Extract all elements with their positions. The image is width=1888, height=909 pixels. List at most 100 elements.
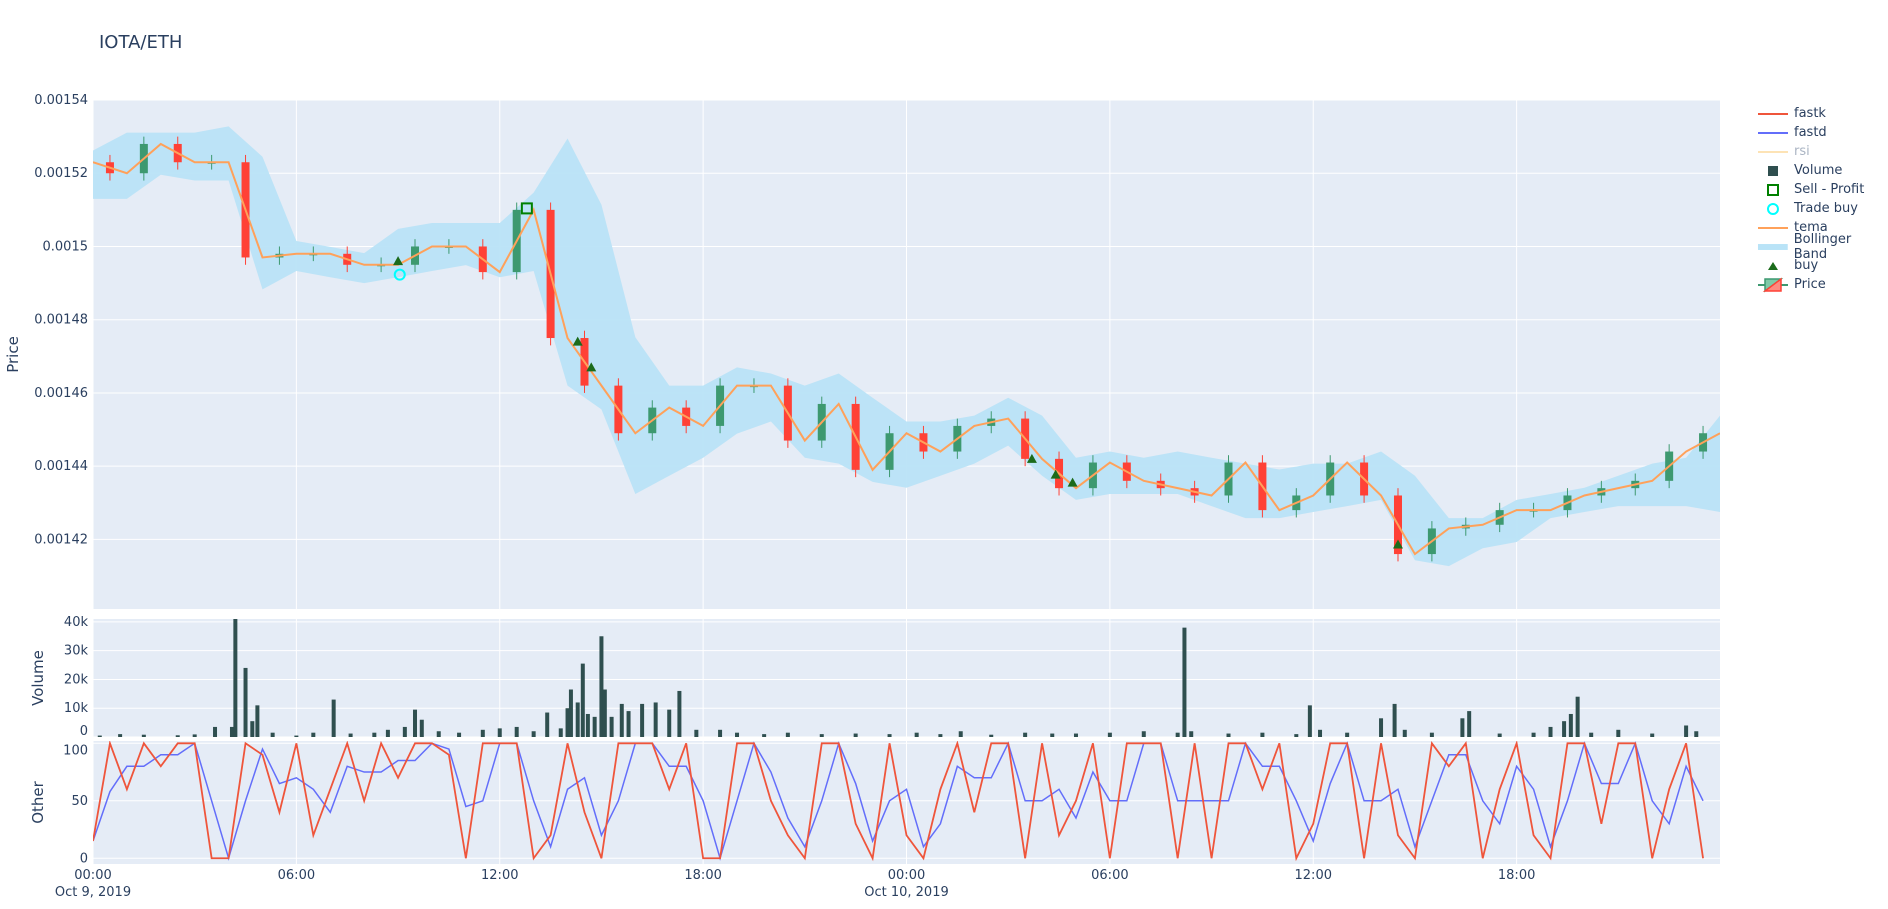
volume-bar (402, 726, 407, 737)
x-tick-label: 00:00 (888, 868, 925, 883)
legend-item-fastd[interactable]: fastd (1756, 123, 1888, 142)
x-tick-label: 06:00 (278, 868, 315, 883)
volume-bar (694, 729, 699, 737)
volume-bar (1568, 713, 1573, 737)
volume-bar (1182, 627, 1187, 737)
volume-bar (626, 711, 631, 737)
volume-bar (1392, 703, 1397, 737)
volume-bar (718, 729, 723, 737)
volume-bar (457, 732, 462, 737)
volume-bar (1548, 726, 1553, 737)
legend-circle-open-icon (1767, 202, 1779, 215)
other-y-tick-label: 100 (63, 743, 88, 758)
other-y-tick-label: 0 (80, 851, 88, 866)
volume-bar (989, 734, 994, 737)
volume-axis-title: Volume (29, 650, 47, 706)
legend-item-volume[interactable]: Volume (1756, 161, 1888, 180)
fastk-line (93, 741, 1704, 862)
x-tick-label: 18:00 (684, 868, 721, 883)
volume-bar (1589, 732, 1594, 737)
volume-bar (255, 705, 260, 737)
legend-item-bollinger-band[interactable]: Bollinger Band (1756, 232, 1888, 262)
legend-label: fastk (1794, 106, 1826, 121)
legend-label: rsi (1794, 144, 1810, 159)
volume-bar (1307, 705, 1312, 737)
volume-bar (653, 702, 658, 737)
volume-bar (667, 709, 672, 737)
buy-marker (586, 362, 597, 372)
price-y-tick-label: 0.00154 (34, 93, 88, 108)
volume-bar (141, 734, 146, 737)
price-y-tick-label: 0.00142 (34, 532, 88, 547)
volume-bar (385, 729, 390, 737)
volume-bar (97, 735, 102, 737)
legend-label: Price (1794, 277, 1826, 292)
x-tick-date-label: Oct 10, 2019 (864, 885, 949, 900)
legend-label: Bollinger Band (1793, 231, 1852, 262)
legend: fastk fastd rsi Volume Sell - Profit Trade bu… (1756, 104, 1888, 294)
legend-item-rsi[interactable]: rsi (1756, 142, 1888, 161)
legend-item-buy[interactable]: buy (1756, 256, 1888, 275)
legend-line-icon (1758, 150, 1788, 153)
legend-item-price[interactable]: Price (1756, 275, 1888, 294)
volume-bar (1429, 732, 1434, 737)
volume-bar (568, 689, 573, 737)
buy-marker (1067, 477, 1078, 487)
volume-bar (1073, 733, 1078, 737)
price-y-tick-label: 0.00146 (34, 386, 88, 401)
volume-bar (585, 713, 590, 737)
fastd-line (93, 741, 1704, 861)
volume-bar (175, 735, 180, 737)
volume-bar (1694, 731, 1699, 737)
legend-item-fastk[interactable]: fastk (1756, 104, 1888, 123)
volume-bar (1684, 725, 1689, 737)
volume-y-tick-label: 30k (64, 644, 89, 659)
buy-marker (1050, 469, 1061, 479)
volume-bar (270, 732, 275, 737)
volume-bar (914, 732, 919, 737)
volume-bar (762, 734, 767, 737)
price-series-group (93, 126, 1720, 567)
legend-line-icon (1758, 131, 1788, 134)
price-y-tick-label: 0.00144 (34, 459, 88, 474)
volume-bar (1650, 733, 1655, 737)
legend-band-icon (1757, 243, 1788, 250)
volume-bar (311, 732, 316, 737)
legend-line-icon (1758, 226, 1788, 229)
buy-marker (393, 256, 404, 266)
volume-bar (565, 708, 570, 737)
buy-marker (1026, 453, 1037, 463)
other-axis-title: Other (29, 780, 47, 823)
price-y-tick-label: 0.0015 (43, 239, 89, 254)
volume-bar (294, 735, 299, 737)
x-tick-date-label: Oct 9, 2019 (55, 885, 131, 900)
volume-bar (1189, 731, 1194, 737)
volume-bar (118, 734, 123, 737)
buy-marker (572, 336, 583, 346)
legend-label: fastd (1794, 125, 1827, 140)
volume-bar (887, 734, 892, 737)
volume-bar (558, 728, 563, 737)
legend-item-sell-profit[interactable]: Sell - Profit (1756, 180, 1888, 199)
other-series-group (93, 741, 1704, 862)
volume-series-group (97, 619, 1699, 737)
volume-bar (419, 719, 424, 737)
legend-item-tema[interactable]: tema (1756, 218, 1888, 237)
volume-bar (580, 663, 585, 737)
volume-bar (819, 734, 824, 737)
volume-bar (497, 728, 502, 737)
volume-bar (575, 702, 580, 737)
volume-bar (1318, 729, 1323, 737)
volume-bar (1345, 732, 1350, 737)
other-y-tick-label: 50 (71, 794, 88, 809)
x-tick-label: 00:00 (74, 868, 111, 883)
volume-y-tick-label: 10k (64, 701, 89, 716)
price-axis-title: Price (4, 336, 22, 373)
legend-square-open-icon (1767, 183, 1779, 196)
volume-bar (1141, 731, 1146, 737)
legend-item-trade-buy[interactable]: Trade buy (1756, 199, 1888, 218)
volume-bar (853, 733, 858, 737)
volume-bar (1460, 718, 1465, 737)
volume-bar (938, 734, 943, 737)
legend-square-icon (1768, 165, 1778, 176)
